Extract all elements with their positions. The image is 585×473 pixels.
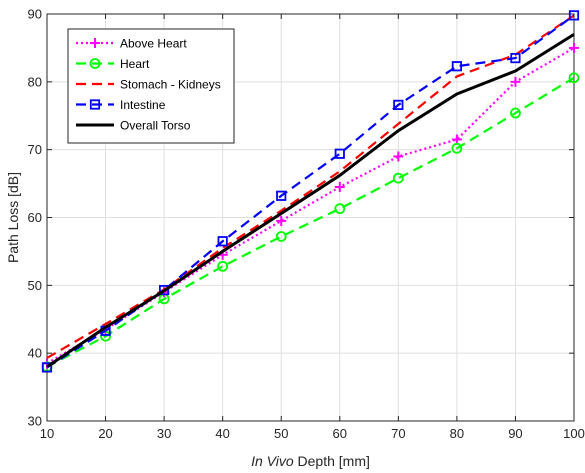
data-point-intestine: [393, 99, 404, 110]
data-point-heart: [568, 72, 580, 84]
x-tick-label: 100: [563, 426, 585, 441]
data-point-intestine: [334, 148, 345, 159]
data-point-heart: [217, 260, 229, 272]
data-point-heart: [275, 231, 287, 242]
series-line-stomach-kidneys: [46, 14, 575, 359]
legend-entry-stomach-kidneys: Stomach - Kidneys: [76, 77, 221, 91]
x-axis-title-rest: Depth [mm]: [294, 453, 370, 469]
data-point-intestine: [217, 236, 228, 247]
x-axis-title: In Vivo Depth [mm]: [251, 453, 370, 469]
series-line-overall-torso: [46, 33, 575, 368]
x-tick-label: 70: [391, 426, 405, 441]
y-tick-label: 70: [28, 142, 42, 157]
data-point-intestine: [451, 61, 462, 72]
data-point-intestine: [159, 284, 170, 296]
legend-label: Heart: [120, 57, 150, 71]
data-point-above-heart: [569, 42, 579, 53]
x-axis-title-italic: In Vivo: [251, 453, 294, 469]
legend-entry-intestine: Intestine: [76, 98, 166, 112]
y-tick-label: 90: [28, 7, 42, 22]
y-tick-label: 60: [28, 210, 42, 225]
series-line-heart: [46, 76, 575, 368]
data-point-above-heart: [451, 134, 462, 145]
series-overall-torso: [46, 33, 575, 368]
data-point-intestine: [510, 52, 521, 64]
data-point-heart: [451, 142, 463, 154]
legend-label: Above Heart: [120, 36, 187, 50]
y-tick-label: 50: [28, 278, 42, 293]
data-point-heart: [510, 107, 521, 119]
legend-label: Overall Torso: [120, 118, 191, 132]
axis-ticks: 10 20 30 40 50 60 70 80 90 100 30 40 50 60 70 80 90: [28, 7, 585, 442]
data-point-heart: [334, 203, 346, 215]
data-point-intestine: [41, 362, 53, 373]
legend-label: Stomach - Kidneys: [120, 77, 221, 91]
legend-label: Intestine: [120, 98, 166, 112]
data-point-above-heart: [334, 181, 345, 192]
legend-entry-above-heart: Above Heart: [76, 36, 187, 50]
legend-marker: [89, 58, 101, 69]
x-tick-label: 60: [333, 426, 347, 441]
x-tick-label: 90: [508, 426, 522, 441]
data-point-intestine: [568, 10, 580, 21]
x-tick-label: 40: [215, 426, 229, 441]
series-stomach-kidneys: [46, 14, 575, 359]
x-tick-label: 50: [274, 426, 288, 441]
legend: Above Heart Heart Stomach - Kidneys Intesti…: [67, 28, 235, 144]
y-axis-title: Path Loss [dB]: [5, 172, 21, 263]
x-tick-label: 80: [450, 426, 464, 441]
legend-entry-overall-torso: Overall Torso: [76, 118, 191, 132]
y-tick-label: 80: [28, 74, 42, 89]
legend-entry-heart: Heart: [76, 57, 150, 71]
data-point-heart: [392, 172, 404, 184]
y-tick-label: 40: [28, 346, 42, 361]
series-layer: [41, 10, 580, 373]
x-tick-label: 10: [40, 426, 54, 441]
legend-marker: [89, 99, 101, 110]
data-point-intestine: [276, 190, 287, 201]
data-point-above-heart: [276, 215, 287, 226]
x-tick-label: 30: [157, 426, 171, 441]
data-point-above-heart: [393, 151, 404, 162]
x-tick-label: 20: [98, 426, 112, 441]
legend-marker: [90, 38, 100, 48]
data-point-above-heart: [510, 76, 521, 87]
y-tick-label: 30: [28, 414, 42, 429]
